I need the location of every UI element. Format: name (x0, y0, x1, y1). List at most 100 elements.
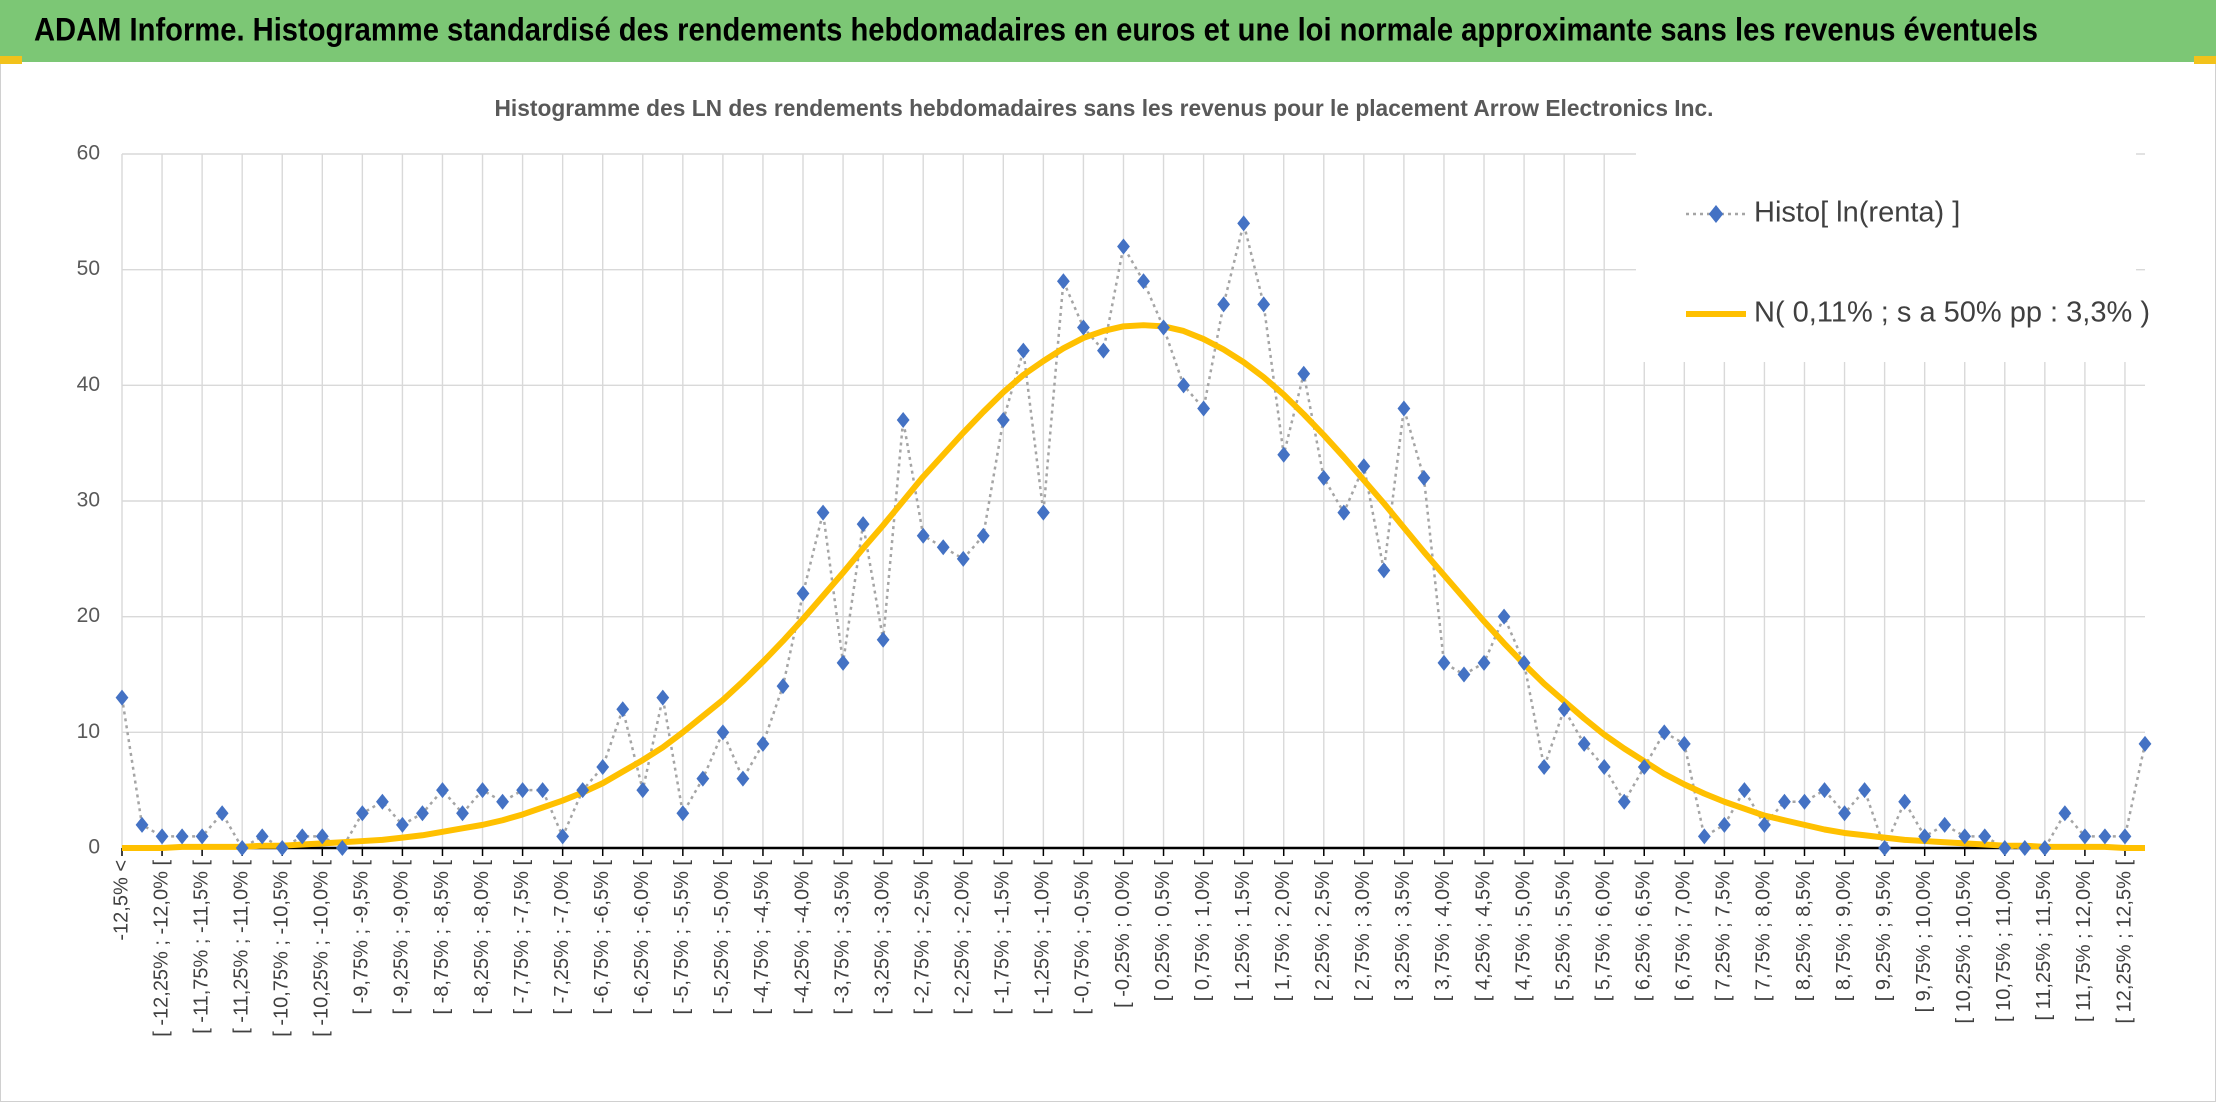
data-point (676, 805, 690, 822)
x-tick-label: [ -5,25% ; -5,0% [ (711, 860, 733, 1015)
data-point (836, 654, 850, 671)
data-point (1657, 724, 1671, 741)
legend-label: Histo[ ln(renta) ] (1754, 197, 1960, 229)
legend-box (1636, 152, 2136, 362)
x-tick-label: [ -6,75% ; -6,5% [ (591, 860, 613, 1015)
x-tick-label: [ -7,75% ; -7,5% [ (511, 860, 533, 1015)
x-tick-label: [ 2,75% ; 3,0% [ (1352, 860, 1374, 1002)
data-point (355, 805, 369, 822)
data-point (1978, 828, 1992, 845)
data-point (1077, 319, 1090, 336)
data-point (2078, 828, 2092, 845)
data-point (1717, 816, 1731, 833)
data-point (1918, 828, 1932, 845)
data-point (876, 631, 890, 648)
data-point (335, 840, 349, 856)
data-point (796, 585, 810, 602)
data-point (2138, 735, 2152, 752)
x-tick-label: [ -11,25% ; -11,0% [ (230, 860, 252, 1034)
data-point (1958, 828, 1972, 845)
x-tick-label: [ 10,75% ; 11,0% [ (1993, 860, 2015, 1022)
y-tick-label: 50 (77, 257, 100, 280)
data-point (2018, 840, 2032, 856)
data-point (776, 678, 790, 695)
data-point (496, 793, 509, 810)
data-point (175, 828, 189, 845)
x-tick-label: [ -5,75% ; -5,5% [ (671, 860, 693, 1015)
data-point (716, 724, 730, 741)
data-point (656, 689, 670, 706)
chart-title: Histogramme des LN des rendements hebdom… (495, 95, 1714, 121)
x-tick-label: [ -0,25% ; 0,0% [ (1112, 860, 1134, 1008)
corner-mark (0, 56, 22, 64)
x-tick-label: [ 7,25% ; 7,5% [ (1713, 860, 1735, 1002)
data-point (1097, 342, 1110, 359)
y-tick-label: 20 (77, 604, 100, 627)
data-point (396, 816, 409, 833)
x-tick-label: [ 11,25% ; 11,5% [ (2033, 860, 2055, 1021)
x-tick-label: [ -2,75% ; -2,5% [ (911, 860, 933, 1015)
legend-label: N( 0,11% ; s a 50% pp : 3,3% ) (1754, 297, 2150, 329)
x-tick-label: [ -10,75% ; -10,5% [ (271, 860, 293, 1037)
x-tick-label: [ -2,25% ; -2,0% [ (952, 860, 974, 1015)
x-tick-label: [ 1,25% ; 1,5% [ (1232, 860, 1254, 1002)
x-tick-label: [ -1,25% ; -1,0% [ (1032, 860, 1054, 1015)
corner-mark (2194, 56, 2216, 64)
x-tick-label: [ 6,75% ; 7,0% [ (1673, 860, 1695, 1002)
data-point (1417, 469, 1431, 486)
data-point (516, 782, 529, 799)
data-point (1477, 654, 1491, 671)
x-tick-label: [ -3,75% ; -3,5% [ (831, 860, 853, 1015)
data-point (476, 782, 489, 799)
legend-marker (1708, 205, 1724, 223)
data-point (1217, 296, 1231, 313)
x-tick-label: [ 4,75% ; 5,0% [ (1512, 860, 1534, 1002)
x-tick-label: [ -6,25% ; -6,0% [ (631, 860, 653, 1015)
data-point (155, 828, 169, 845)
data-point (2038, 840, 2052, 856)
x-tick-label: [ 4,25% ; 4,5% [ (1472, 860, 1494, 1002)
y-tick-label: 10 (77, 720, 100, 743)
data-point (416, 805, 429, 822)
data-point (1177, 377, 1190, 394)
data-point (1557, 701, 1571, 718)
x-tick-label: [ -11,75% ; -11,5% [ (190, 860, 212, 1034)
data-point (596, 759, 610, 776)
data-point (936, 539, 950, 556)
x-tick-label: [ -8,25% ; -8,0% [ (471, 860, 493, 1015)
data-point (115, 689, 129, 706)
x-tick-label: [ -8,75% ; -8,5% [ (431, 860, 453, 1015)
data-point (195, 828, 209, 845)
x-tick-label: [ -4,25% ; -4,0% [ (791, 860, 813, 1015)
x-tick-label: [ 5,25% ; 5,5% [ (1552, 860, 1574, 1002)
data-point (235, 840, 249, 856)
data-point (2058, 805, 2072, 822)
y-tick-label: 0 (88, 836, 100, 859)
x-tick-label: [ 0,75% ; 1,0% [ (1192, 860, 1214, 1002)
y-tick-label: 60 (77, 142, 100, 165)
x-tick-label: [ 2,25% ; 2,5% [ (1312, 860, 1334, 1002)
header-title: ADAM Informe. Histogramme standardisé de… (34, 11, 2038, 47)
data-point (1758, 816, 1771, 833)
x-tick-label: [ 1,75% ; 2,0% [ (1272, 860, 1294, 1002)
data-point (1437, 654, 1451, 671)
data-point (1738, 782, 1751, 799)
data-point (315, 828, 329, 845)
data-point (1277, 446, 1291, 463)
data-point (1517, 654, 1531, 671)
data-point (1697, 828, 1711, 845)
x-tick-label: [ -7,25% ; -7,0% [ (551, 860, 573, 1015)
data-point (2118, 828, 2132, 845)
data-point (1597, 759, 1611, 776)
data-point (1637, 759, 1651, 776)
data-point (2098, 828, 2112, 845)
data-point (616, 701, 630, 718)
x-tick-label: [ 8,75% ; 9,0% [ (1833, 860, 1855, 1002)
x-tick-label: [ -3,25% ; -3,0% [ (871, 860, 893, 1015)
y-tick-label: 40 (77, 373, 100, 396)
data-point (1798, 793, 1811, 810)
data-point (1577, 735, 1591, 752)
x-tick-label: [ 7,75% ; 8,0% [ (1753, 860, 1775, 1002)
x-tick-label: [ 9,25% ; 9,5% [ (1873, 860, 1895, 1002)
data-point (1036, 504, 1050, 521)
